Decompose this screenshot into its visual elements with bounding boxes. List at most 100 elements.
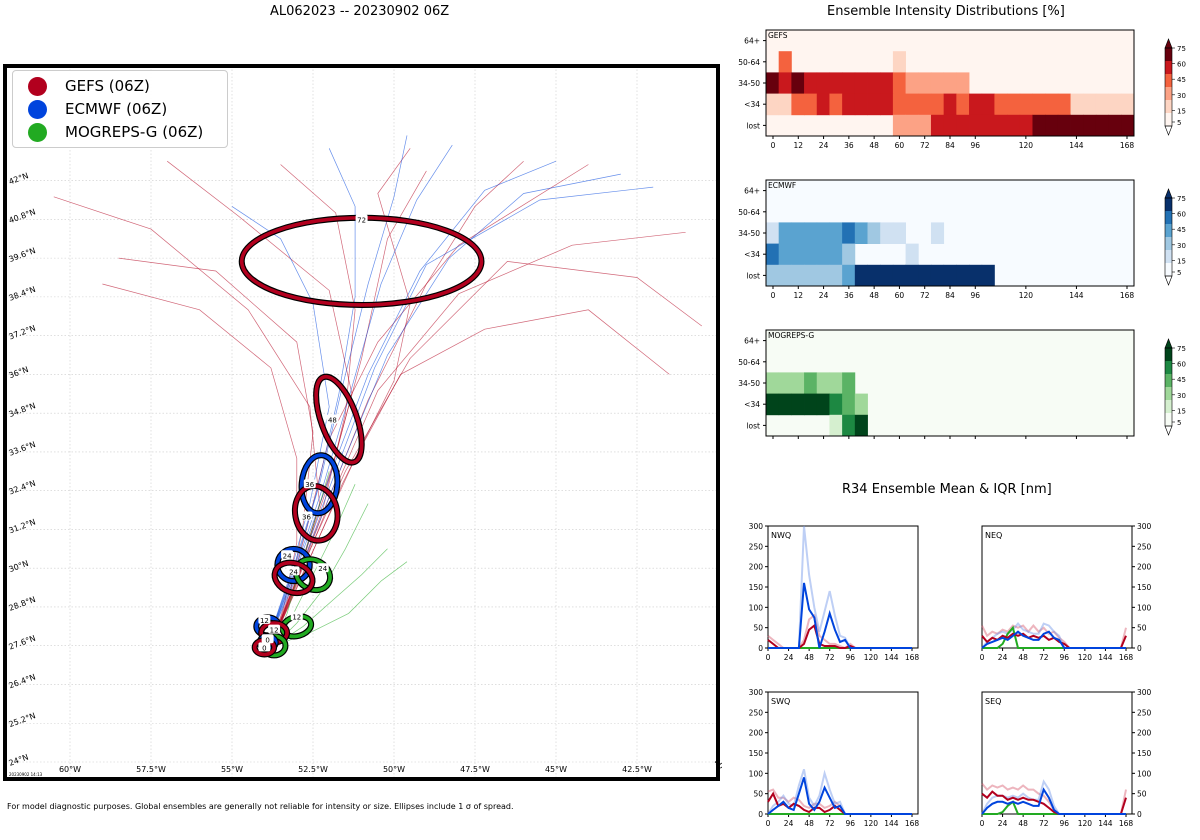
heatmap-cell (943, 114, 957, 137)
heatmap-cell (791, 222, 805, 244)
ellipse-hour-label: 24 (289, 568, 298, 576)
x-tick-label: 36 (844, 291, 854, 300)
track-line-gefs (53, 196, 320, 646)
y-tick-label: 250 (1137, 708, 1152, 717)
heatmap-cell (1019, 93, 1033, 116)
heatmap-cell (956, 114, 970, 137)
heatmap-cell (867, 72, 881, 94)
x-tick-label: 72 (825, 653, 835, 662)
heatmap-cell (905, 264, 919, 287)
row-label: 64+ (744, 337, 760, 346)
x-tick-label: 168 (1120, 141, 1135, 150)
heatmap-cell (1019, 114, 1033, 137)
y-tick-label: 0 (1137, 810, 1142, 819)
heatmap-cell (842, 72, 856, 94)
x-tick-label: 96 (971, 141, 981, 150)
heatmap-cell (981, 114, 995, 137)
ellipse-label-bg (287, 566, 300, 576)
heatmap-cell (892, 264, 906, 287)
y-tick-label: 200 (1137, 563, 1152, 572)
y-tick-label: 150 (1137, 583, 1152, 592)
colorbar-frame (1164, 47, 1173, 127)
heatmap-cell (816, 72, 830, 94)
colorbar-segment (1165, 374, 1172, 388)
x-tick-label: 0 (766, 819, 771, 828)
colorbar-segment (1165, 237, 1172, 251)
heatmap-cell (918, 93, 932, 116)
colorbar-tick-label: 5 (1177, 419, 1181, 427)
row-label: 50-64 (738, 208, 760, 217)
heatmap-cell (1045, 93, 1059, 116)
heatmap-cell (816, 264, 830, 287)
ellipse-hour-label: 24 (318, 565, 327, 573)
x-tick-label: 48 (1018, 653, 1028, 662)
heatmap-cell (778, 222, 792, 244)
colorbar-tick-label: 30 (1177, 92, 1186, 100)
heatmap-cell (956, 264, 970, 287)
heatmap-model-label: GEFS (768, 31, 788, 40)
intensity-panels: GEFS 64+ 50-64 34-50 <34 lost 0 12 24 36 48 60 72 84 9… (738, 29, 1186, 439)
y-tick-label: 50 (753, 790, 763, 799)
heatmap-cell (842, 93, 856, 116)
x-tick-label: 24 (819, 141, 829, 150)
x-tick-label: 24 (819, 291, 829, 300)
heatmap-cell (943, 264, 957, 287)
heatmap-cell (1070, 93, 1084, 116)
colorbar-tick-label: 15 (1177, 407, 1186, 415)
x-tick-label: 72 (825, 819, 835, 828)
ellipse-label-bg (258, 614, 271, 624)
legend-item-ecmwf: ECMWF (06Z) (13, 97, 167, 121)
heatmap-cell (854, 222, 868, 244)
heatmap-cell (778, 393, 792, 416)
legend-dot-ecmwf (28, 99, 47, 119)
x-tick-label: 168 (1120, 291, 1135, 300)
heatmap-cell (905, 72, 919, 94)
heatmap-cell (969, 114, 983, 137)
heatmap-cell (867, 93, 881, 116)
ellipse-hour-label: 72 (357, 216, 366, 224)
heatmap-cell (791, 264, 805, 287)
x-tick-label: 48 (869, 291, 879, 300)
heatmap-cell (854, 393, 868, 416)
x-tick-label: 60 (895, 141, 905, 150)
lon-label: 50°W (383, 765, 405, 774)
map-axis-labels: 60°W 57.5°W 55°W 52.5°W 50°W 47.5°W 45°W 42.5°W… (8, 171, 722, 779)
y-tick-label: 300 (749, 688, 764, 697)
colorbar-arrow-top (1164, 38, 1173, 49)
heatmap-cell (1121, 93, 1135, 116)
heatmap-cell (804, 93, 818, 116)
heatmap-cell (766, 393, 780, 416)
heatmap-cell (1007, 93, 1021, 116)
map-legend: GEFS (06Z) ECMWF (06Z) MOGREPS-G (06Z) (12, 70, 228, 148)
track-line-gefs (270, 261, 703, 646)
heatmap-cell (1108, 93, 1122, 116)
row-label: 34-50 (738, 79, 760, 88)
colorbar-tick-label: 60 (1177, 211, 1186, 219)
heatmap-cell (766, 243, 780, 266)
ellipse-label-bg (268, 624, 281, 634)
ellipse-hour-label: 12 (292, 614, 301, 622)
y-tick-label: 50 (753, 624, 763, 633)
colorbar-segment (1165, 198, 1172, 212)
heatmap-cell (918, 264, 932, 287)
colorbar-tick-label: 45 (1177, 76, 1186, 84)
row-label: 34-50 (738, 379, 760, 388)
heatmap-cell (880, 264, 894, 287)
heatmap-cell (1045, 114, 1059, 137)
heatmap-cell (943, 72, 957, 94)
colorbar-segment (1165, 100, 1172, 114)
y-tick-label: 0 (758, 644, 763, 653)
heatmap-cell (842, 372, 856, 394)
x-tick-label: 72 (920, 141, 930, 150)
heatmap-cell (981, 264, 995, 287)
heatmap-cell (842, 414, 856, 437)
heatmap-cell (1007, 114, 1021, 137)
ellipse-label-bg (290, 611, 303, 621)
colorbar-segment (1165, 113, 1172, 127)
heatmap-cell (829, 93, 843, 116)
x-tick-label: 120 (864, 653, 879, 662)
r34-line-ecmwf (981, 630, 1126, 649)
heatmap-cell (930, 93, 945, 116)
y-tick-label: 250 (749, 542, 764, 551)
colorbar-arrow-bottom (1164, 125, 1173, 136)
